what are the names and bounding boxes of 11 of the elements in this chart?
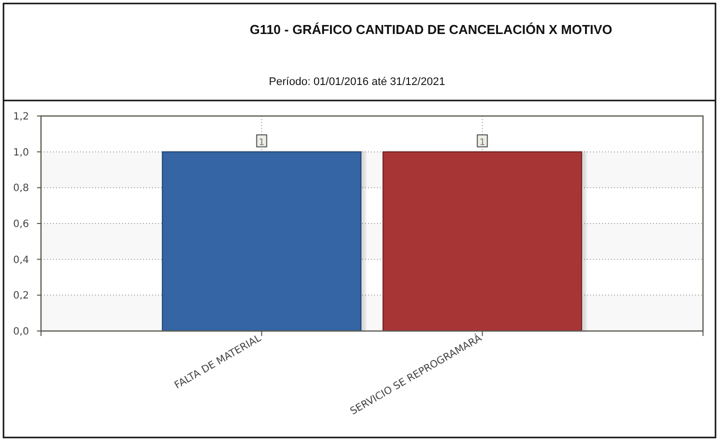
y-tick-label: 0,6 [13,219,29,230]
chart-title: G110 - GRÁFICO CANTIDAD DE CANCELACIÓN X MOTIVO [250,22,612,37]
y-tick-label: 0,0 [13,326,29,338]
data-label: 1 [258,138,265,148]
y-tick-label: 0,2 [13,290,29,302]
data-label: 1 [479,138,486,148]
y-tick-label: 0,4 [13,254,29,266]
y-tick-label: 0,8 [13,183,29,194]
y-tick-label: 1,2 [13,112,29,122]
y-tick-label: 1,0 [13,147,29,158]
chart-subtitle: Período: 01/01/2016 até 31/12/2021 [268,76,446,88]
